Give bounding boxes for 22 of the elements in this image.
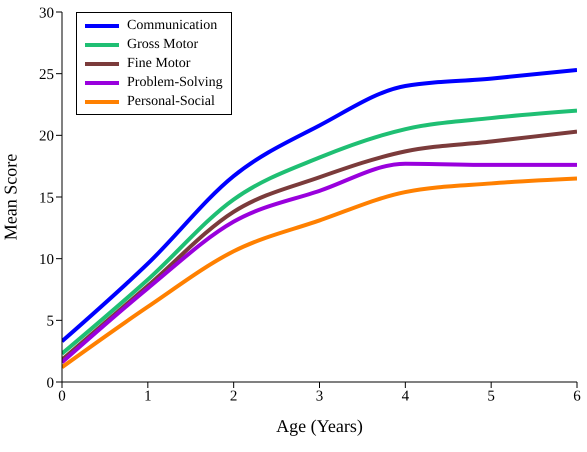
- y-tick-label: 15: [39, 190, 54, 206]
- legend-label: Communication: [127, 17, 218, 35]
- y-tick-label: 20: [39, 128, 54, 145]
- x-tick-label: 4: [402, 388, 410, 405]
- x-axis-title: Age (Years): [276, 416, 363, 436]
- y-tick-label: 25: [39, 66, 54, 83]
- legend-label: Personal-Social: [127, 93, 215, 111]
- x-tick-label: 0: [58, 388, 66, 405]
- legend-label: Fine Motor: [127, 55, 190, 73]
- y-tick-label: 10: [39, 252, 54, 268]
- x-tick-label: 1: [144, 388, 152, 405]
- x-tick-label: 6: [573, 388, 582, 405]
- y-tick-label: 0: [46, 375, 54, 392]
- legend-label: Problem-Solving: [127, 74, 223, 92]
- y-tick-label: 5: [46, 314, 54, 330]
- x-tick-label: 5: [487, 388, 495, 405]
- line-series: [62, 68, 577, 344]
- y-tick-label: 30: [39, 5, 54, 22]
- x-tick-label: 3: [316, 388, 324, 405]
- y-axis-title: Mean Score: [0, 154, 20, 240]
- legend-label: Gross Motor: [127, 36, 198, 54]
- x-tick-label: 2: [230, 388, 238, 405]
